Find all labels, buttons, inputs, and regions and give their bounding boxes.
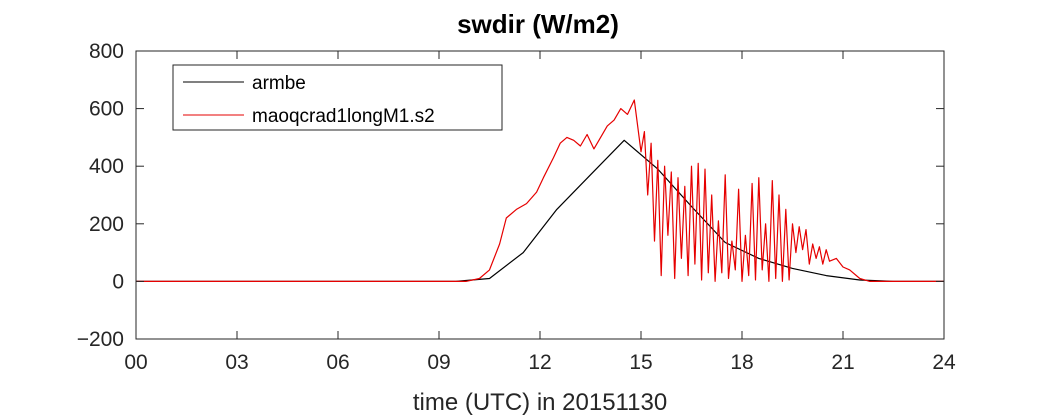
x-tick-label: 03 [225,351,248,374]
y-tick-label: 200 [89,213,124,236]
y-tick-label: −200 [77,328,124,351]
chart-title: swdir (W/m2) [457,9,619,39]
series-layer [136,99,944,282]
y-tick-labels: −200 0 200 400 600 800 [77,40,124,351]
x-tick-label: 06 [326,351,349,374]
x-tick-label: 21 [831,351,854,374]
x-tick-label: 12 [528,351,551,374]
legend-label-armbe: armbe [252,73,306,94]
x-axis-label: time (UTC) in 20151130 [413,389,667,416]
x-tick-labels: 00 03 06 09 12 15 18 21 24 [124,351,956,374]
y-tick-label: 0 [112,270,124,293]
ticks-layer [135,50,945,340]
y-tick-label: 800 [89,40,124,63]
x-tick-label: 18 [730,351,753,374]
x-tick-label: 09 [427,351,450,374]
legend-label-maoqcrad: maoqcrad1longM1.s2 [252,106,435,127]
legend-box [172,64,503,131]
y-tick-label: 600 [89,98,124,121]
x-tick-label: 00 [124,351,147,374]
legend: armbe maoqcrad1longM1.s2 [172,64,503,131]
series-line-1 [136,99,944,282]
x-tick-label: 15 [629,351,652,374]
y-tick-label: 400 [89,155,124,178]
x-tick-label: 24 [932,351,956,374]
